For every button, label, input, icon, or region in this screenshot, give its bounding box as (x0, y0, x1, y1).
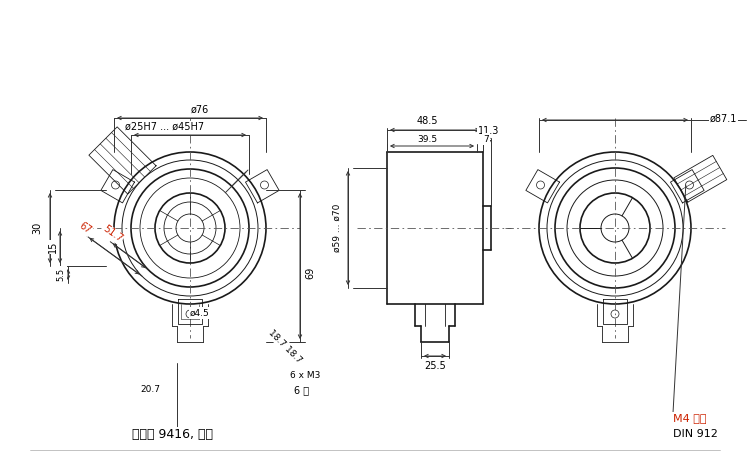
Text: ø76: ø76 (190, 105, 209, 115)
Text: 25.5: 25.5 (424, 361, 445, 371)
Text: ø59 ... ø70: ø59 ... ø70 (332, 204, 341, 252)
Text: 6 x M3: 6 x M3 (290, 372, 320, 381)
Text: 30: 30 (32, 222, 42, 234)
Text: 51.7: 51.7 (100, 223, 124, 244)
Text: 15: 15 (48, 241, 58, 253)
Text: 6 深: 6 深 (295, 385, 310, 395)
Text: 5.5: 5.5 (56, 268, 65, 281)
Text: 39.5: 39.5 (417, 134, 437, 143)
Text: M4 螺釘: M4 螺釘 (673, 413, 706, 423)
Text: 7: 7 (483, 134, 489, 143)
Text: 67: 67 (77, 220, 93, 236)
Text: ø87.1: ø87.1 (710, 114, 737, 124)
Text: DIN 912: DIN 912 (673, 429, 718, 439)
Text: 20.7: 20.7 (140, 385, 160, 395)
Text: 连接器 9416, 径向: 连接器 9416, 径向 (131, 429, 212, 441)
Text: ø25H7 ... ø45H7: ø25H7 ... ø45H7 (125, 122, 204, 132)
Text: 18.7 18.7: 18.7 18.7 (266, 327, 304, 364)
Text: ø4.5: ø4.5 (190, 309, 210, 318)
Text: 11.3: 11.3 (478, 126, 500, 136)
Text: 69: 69 (305, 267, 315, 279)
Text: 48.5: 48.5 (416, 116, 438, 126)
